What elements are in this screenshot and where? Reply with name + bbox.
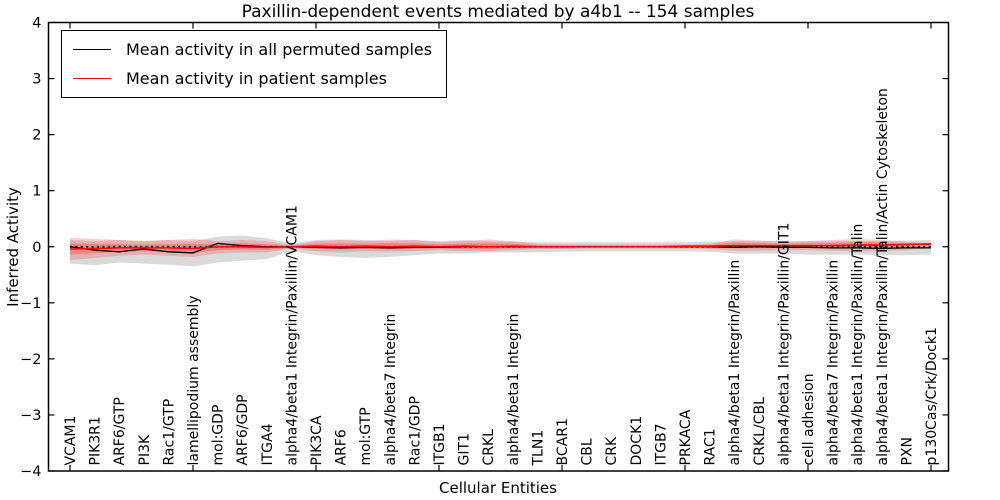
- legend-item-permuted: Mean activity in all permuted samples: [73, 40, 432, 59]
- x-tick-label: alpha4/beta1 Integrin/Paxillin/GIT1: [776, 223, 792, 466]
- y-tick-label: −1: [20, 296, 41, 312]
- chart-title: Paxillin-dependent events mediated by a4…: [241, 2, 755, 22]
- x-tick-label: TLN1: [530, 430, 546, 467]
- x-tick-label: alpha4/beta7 Integrin: [383, 314, 399, 466]
- y-tick-label: −2: [20, 352, 41, 368]
- x-tick-label: CBL: [580, 438, 596, 465]
- x-tick-label: ARF6/GDP: [235, 394, 251, 465]
- y-tick-label: 0: [32, 240, 41, 256]
- y-tick-label: 2: [32, 128, 41, 144]
- y-axis-label: Inferred Activity: [4, 187, 22, 307]
- legend-line-permuted: [73, 49, 111, 50]
- x-tick-label: DOCK1: [629, 416, 645, 466]
- legend-label-patient: Mean activity in patient samples: [126, 69, 387, 88]
- y-tick-label: 1: [32, 184, 41, 200]
- x-tick-label: alpha4/beta1 Integrin/Paxillin: [727, 260, 743, 466]
- legend-box: Mean activity in all permuted samples Me…: [61, 30, 448, 98]
- x-tick-label: Rac1/GTP: [161, 399, 177, 466]
- x-tick-label: GIT1: [457, 433, 473, 465]
- patient-std-band-inner: [70, 241, 931, 255]
- x-tick-label: mol:GTP: [358, 407, 374, 465]
- x-tick-label: ARF6/GTP: [112, 397, 128, 465]
- x-tick-label: p130Cas/Crk/Dock1: [924, 327, 940, 465]
- x-tick-label: alpha4/beta1 Integrin: [506, 314, 522, 466]
- x-tick-label: PI3K: [137, 434, 153, 465]
- x-tick-label: mol:GDP: [211, 405, 227, 466]
- x-tick-label: alpha4/beta1 Integrin/Paxillin/Talin: [850, 224, 866, 466]
- x-tick-label: CRKL: [481, 429, 497, 466]
- x-tick-label: BCAR1: [555, 418, 571, 465]
- x-tick-label: alpha4/beta1 Integrin/Paxillin/VCAM1: [284, 205, 300, 465]
- legend-line-patient: [73, 78, 111, 79]
- x-tick-label: Rac1/GDP: [407, 396, 423, 465]
- x-tick-label: ITGA4: [260, 423, 276, 465]
- x-axis-label: Cellular Entities: [439, 479, 557, 497]
- x-tick-label: ITGB1: [432, 423, 448, 465]
- y-tick-label: 4: [32, 16, 41, 32]
- y-tick-label: −4: [20, 464, 41, 480]
- legend-label-permuted: Mean activity in all permuted samples: [126, 40, 433, 59]
- x-tick-label: ITGB7: [653, 423, 669, 465]
- y-tick-label: −3: [20, 408, 41, 424]
- x-tick-label: lamellipodium assembly: [186, 295, 202, 465]
- x-tick-label: PRKACA: [678, 409, 694, 465]
- x-tick-label: ARF6: [334, 429, 350, 465]
- permuted-std-band: [70, 235, 931, 267]
- x-tick-label: PIK3CA: [309, 415, 325, 465]
- x-tick-label: PIK3R1: [88, 416, 104, 465]
- x-tick-label: CRK: [604, 436, 620, 466]
- y-tick-label: 3: [32, 72, 41, 88]
- x-tick-label: PXN: [899, 437, 915, 466]
- patient-mean-line: [69, 243, 932, 250]
- x-tick-label: RAC1: [703, 428, 719, 465]
- patient-std-band-outer: [70, 237, 931, 261]
- x-tick-label: cell adhesion: [801, 373, 817, 465]
- x-tick-label: alpha4/beta7 Integrin/Paxillin: [826, 260, 842, 466]
- x-tick-label: alpha4/beta1 Integrin/Paxillin/Talin/Act…: [875, 88, 891, 465]
- legend-item-patient: Mean activity in patient samples: [73, 69, 432, 88]
- x-tick-label: VCAM1: [63, 416, 79, 466]
- x-tick-label: CRKL/CBL: [752, 397, 768, 466]
